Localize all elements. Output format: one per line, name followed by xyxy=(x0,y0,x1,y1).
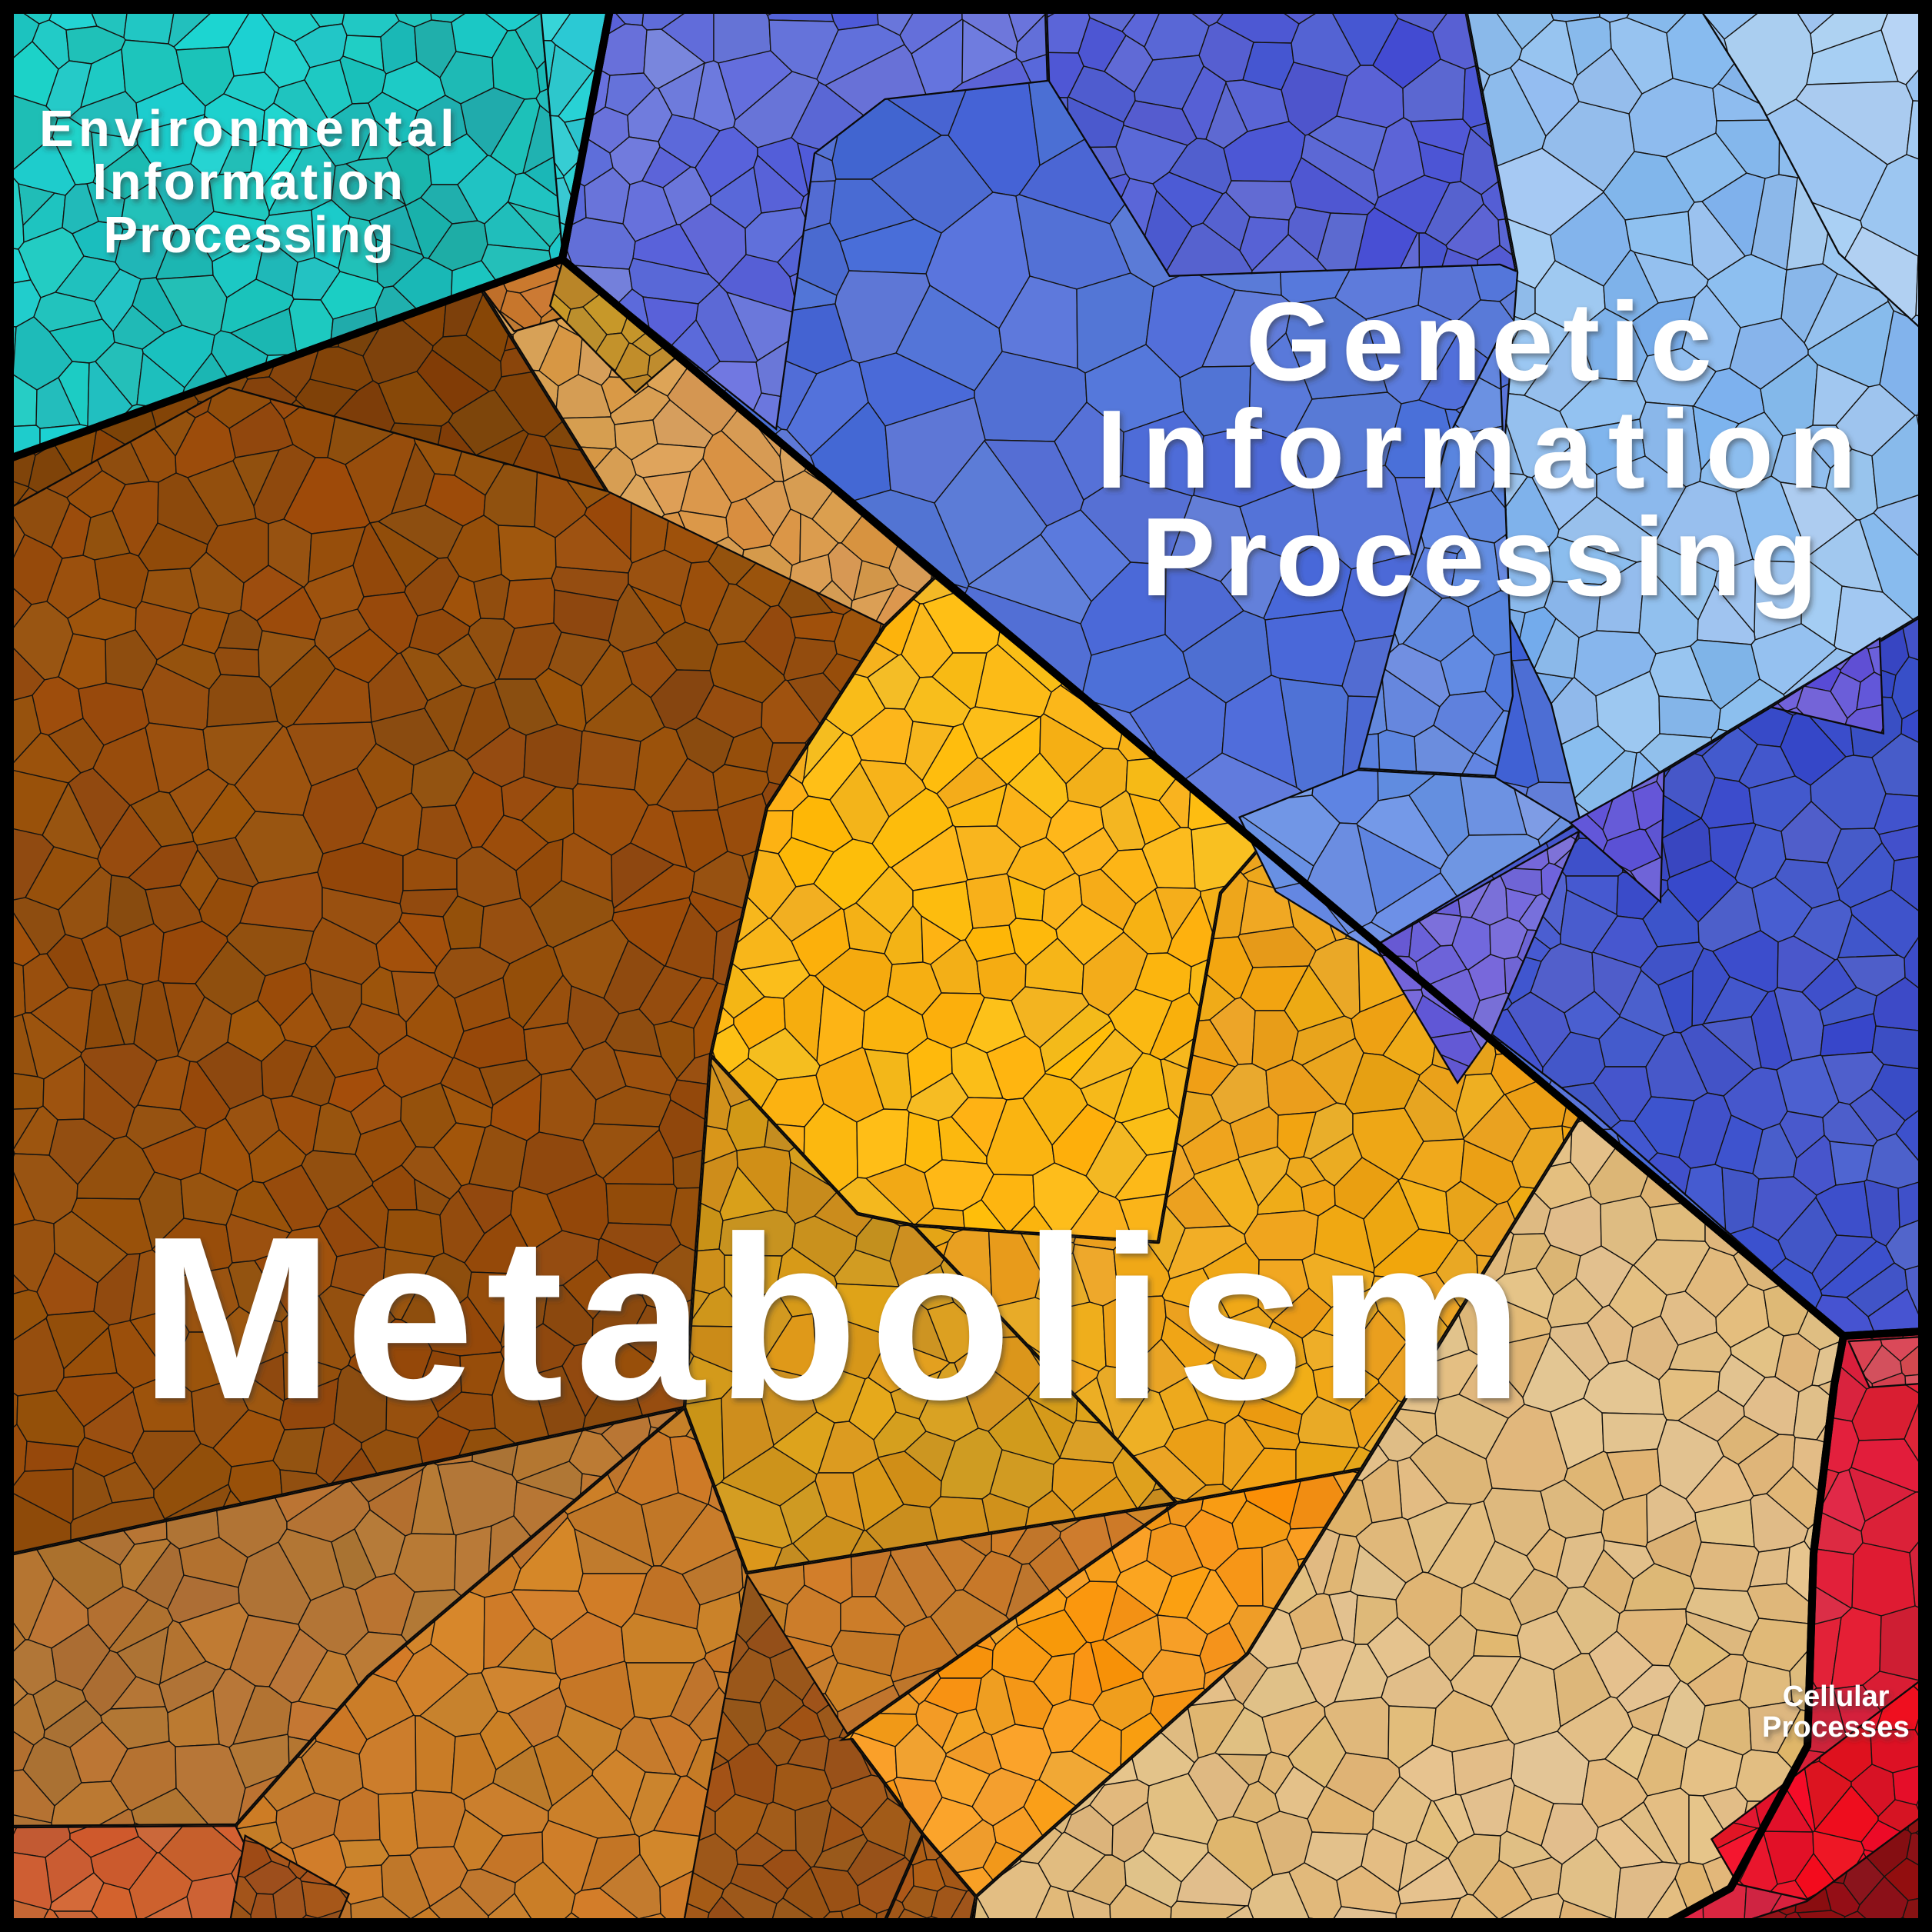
svg-text:Genetic: Genetic xyxy=(1246,279,1722,404)
svg-text:Information: Information xyxy=(1096,387,1871,511)
svg-text:Metabolism: Metabolism xyxy=(140,1188,1535,1447)
svg-text:Processing: Processing xyxy=(1141,495,1827,619)
svg-text:Information: Information xyxy=(93,153,406,211)
svg-text:Cellular: Cellular xyxy=(1783,1681,1890,1713)
svg-text:Processing: Processing xyxy=(103,206,395,264)
svg-text:Environmental: Environmental xyxy=(39,100,459,158)
svg-text:Processes: Processes xyxy=(1762,1711,1910,1744)
